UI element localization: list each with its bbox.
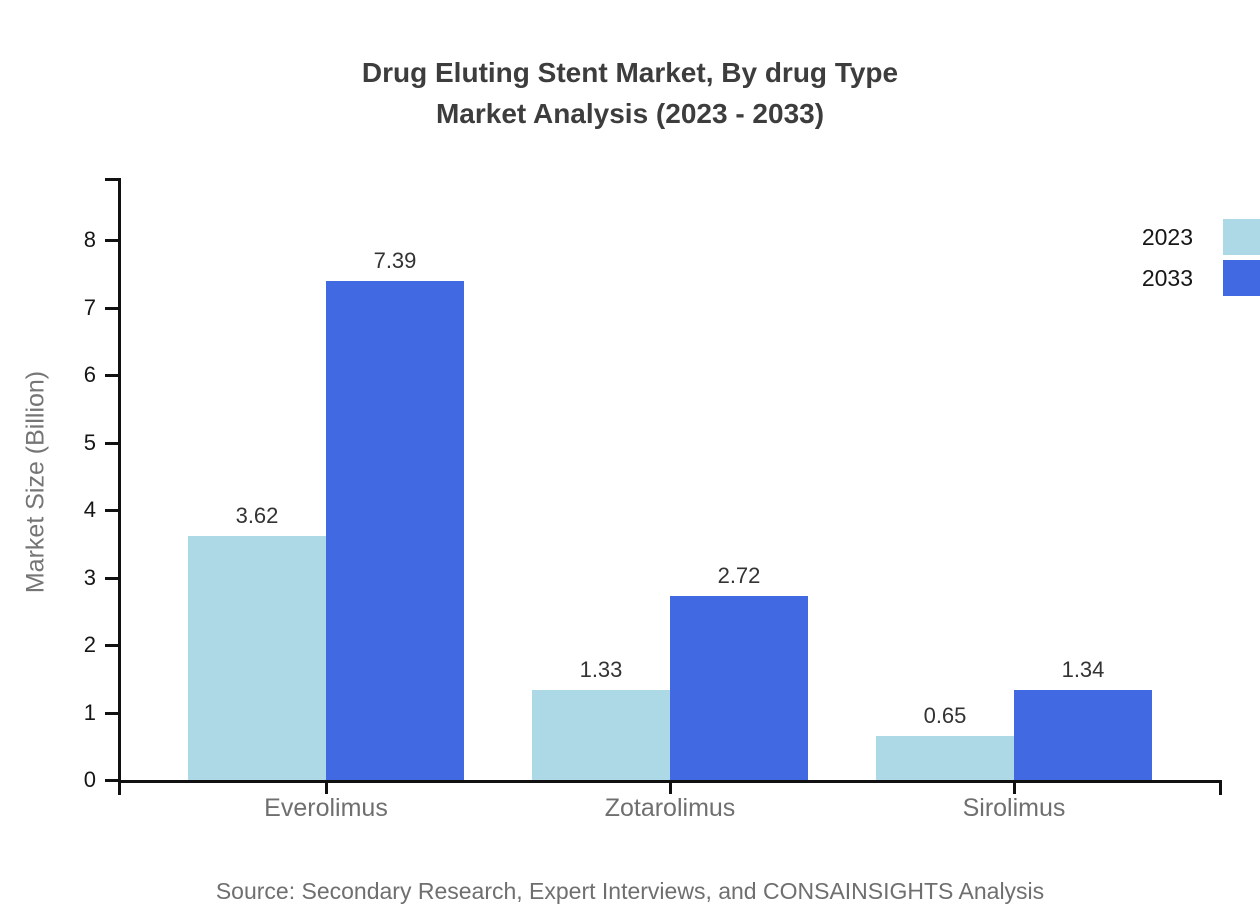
y-tick [105, 441, 121, 445]
category-label-sirolimus: Sirolimus [962, 794, 1066, 822]
y-tick-label: 8 [83, 227, 96, 252]
category-label-everolimus: Everolimus [264, 794, 388, 822]
y-tick [105, 239, 121, 242]
y-tick-label: 0 [83, 767, 96, 792]
y-tick [105, 374, 121, 377]
y-tick [105, 576, 121, 580]
y-tick [105, 779, 121, 782]
legend-label-2033: 2033 [1141, 265, 1193, 291]
x-axis-end-cap [1219, 780, 1222, 795]
y-tick-label: 6 [83, 362, 96, 387]
bar-2033 [670, 596, 808, 780]
y-tick-label: 1 [83, 699, 96, 725]
bar-2023 [532, 690, 670, 780]
bar-value-label: 7.39 [373, 248, 417, 274]
legend-swatch-2033 [1223, 260, 1260, 296]
y-tick [105, 509, 121, 512]
y-tick [105, 306, 121, 310]
bar-2033 [326, 281, 464, 780]
bar-value-label: 3.62 [235, 502, 279, 528]
source-note: Source: Secondary Research, Expert Inter… [215, 878, 1045, 904]
y-tick-label: 4 [83, 497, 96, 522]
y-axis-end-cap [105, 178, 121, 181]
y-tick [105, 644, 121, 647]
y-tick-label: 5 [83, 429, 96, 455]
y-tick-label: 7 [83, 294, 96, 320]
y-tick-label: 3 [83, 564, 96, 590]
legend-label-2023: 2023 [1141, 224, 1193, 250]
y-axis-spine [118, 178, 121, 795]
chart-title-line1: Drug Eluting Stent Market, By drug Type [361, 57, 899, 88]
y-axis-title: Market Size (Billion) [21, 370, 50, 594]
bar-2033 [1014, 689, 1152, 780]
x-tick [325, 780, 328, 794]
bar-value-label: 0.65 [923, 703, 967, 729]
legend-swatch-2023 [1223, 219, 1260, 255]
bar-value-label: 1.33 [579, 657, 623, 683]
y-tick-label: 2 [83, 632, 96, 657]
x-tick [669, 780, 672, 794]
bar-value-label: 2.72 [717, 563, 761, 589]
x-tick [1013, 780, 1016, 794]
chart-title: Drug Eluting Stent Market, By drug Type … [0, 52, 1260, 134]
y-tick [105, 711, 121, 715]
bar-2023 [876, 736, 1014, 780]
bar-2023 [188, 535, 326, 780]
category-label-zotarolimus: Zotarolimus [604, 794, 736, 822]
bar-value-label: 1.34 [1061, 656, 1105, 682]
chart-title-line2: Market Analysis (2023 - 2033) [435, 98, 825, 129]
